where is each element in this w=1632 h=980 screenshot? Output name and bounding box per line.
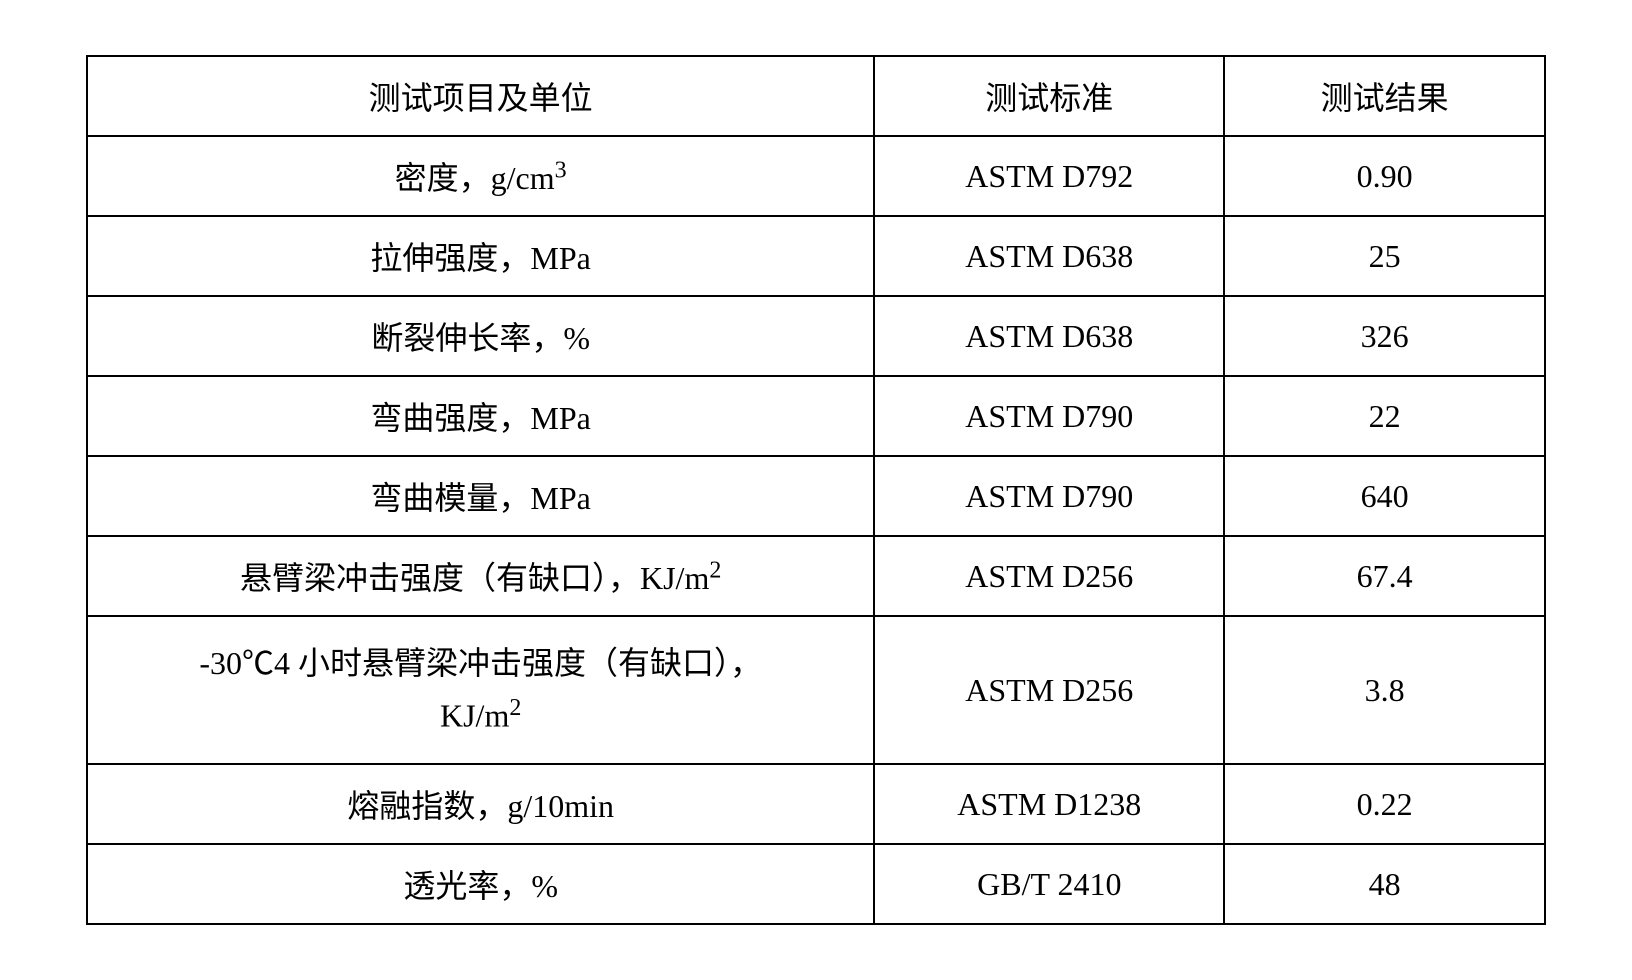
cell-item: 弯曲模量，MPa <box>87 456 874 536</box>
cell-result: 48 <box>1224 844 1545 924</box>
col-header-item: 测试项目及单位 <box>87 56 874 136</box>
properties-table: 测试项目及单位 测试标准 测试结果 密度，g/cm3ASTM D7920.90拉… <box>86 55 1546 925</box>
cell-item: 拉伸强度，MPa <box>87 216 874 296</box>
properties-table-wrapper: 测试项目及单位 测试标准 测试结果 密度，g/cm3ASTM D7920.90拉… <box>86 55 1546 925</box>
table-row: 拉伸强度，MPaASTM D63825 <box>87 216 1545 296</box>
cell-result: 326 <box>1224 296 1545 376</box>
cell-item: 弯曲强度，MPa <box>87 376 874 456</box>
cell-standard: ASTM D1238 <box>874 764 1224 844</box>
cell-result: 640 <box>1224 456 1545 536</box>
cell-standard: ASTM D790 <box>874 376 1224 456</box>
cell-standard: GB/T 2410 <box>874 844 1224 924</box>
table-body: 密度，g/cm3ASTM D7920.90拉伸强度，MPaASTM D63825… <box>87 136 1545 924</box>
cell-item: -30℃4 小时悬臂梁冲击强度（有缺口），KJ/m2 <box>87 616 874 764</box>
table-row: 透光率，%GB/T 241048 <box>87 844 1545 924</box>
cell-result: 0.22 <box>1224 764 1545 844</box>
cell-item: 断裂伸长率，% <box>87 296 874 376</box>
table-row: 密度，g/cm3ASTM D7920.90 <box>87 136 1545 216</box>
table-row: 熔融指数，g/10minASTM D12380.22 <box>87 764 1545 844</box>
table-row: 弯曲模量，MPaASTM D790640 <box>87 456 1545 536</box>
cell-item: 熔融指数，g/10min <box>87 764 874 844</box>
cell-item: 透光率，% <box>87 844 874 924</box>
cell-standard: ASTM D256 <box>874 536 1224 616</box>
cell-result: 22 <box>1224 376 1545 456</box>
table-row: 悬臂梁冲击强度（有缺口），KJ/m2ASTM D25667.4 <box>87 536 1545 616</box>
cell-item: 悬臂梁冲击强度（有缺口），KJ/m2 <box>87 536 874 616</box>
cell-result: 3.8 <box>1224 616 1545 764</box>
cell-standard: ASTM D790 <box>874 456 1224 536</box>
cell-result: 25 <box>1224 216 1545 296</box>
cell-standard: ASTM D256 <box>874 616 1224 764</box>
cell-standard: ASTM D792 <box>874 136 1224 216</box>
col-header-standard: 测试标准 <box>874 56 1224 136</box>
table-row: 弯曲强度，MPaASTM D79022 <box>87 376 1545 456</box>
cell-result: 67.4 <box>1224 536 1545 616</box>
table-header-row: 测试项目及单位 测试标准 测试结果 <box>87 56 1545 136</box>
cell-standard: ASTM D638 <box>874 216 1224 296</box>
cell-standard: ASTM D638 <box>874 296 1224 376</box>
col-header-result: 测试结果 <box>1224 56 1545 136</box>
cell-result: 0.90 <box>1224 136 1545 216</box>
table-row: -30℃4 小时悬臂梁冲击强度（有缺口），KJ/m2ASTM D2563.8 <box>87 616 1545 764</box>
cell-item: 密度，g/cm3 <box>87 136 874 216</box>
table-row: 断裂伸长率，%ASTM D638326 <box>87 296 1545 376</box>
